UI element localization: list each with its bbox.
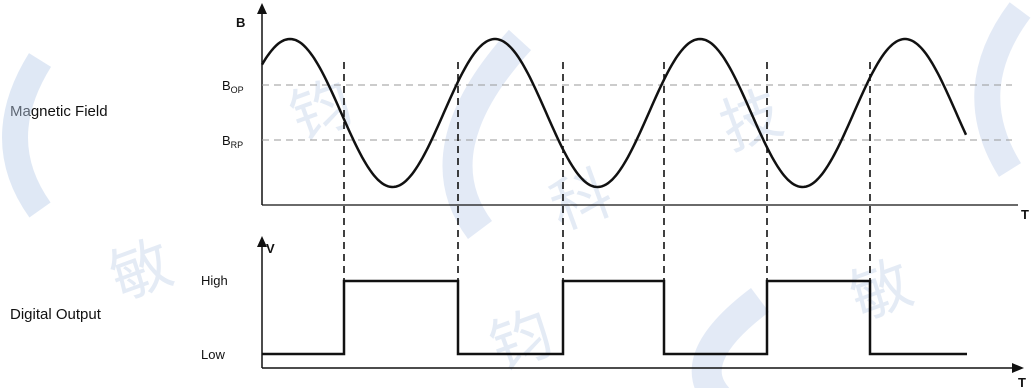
brp-label: BRP — [222, 133, 243, 150]
watermark-logo-arc — [974, 2, 1031, 177]
watermark-glyph: 技 — [711, 78, 791, 164]
transition-guides — [343, 62, 871, 282]
watermark-glyph: 敏 — [841, 248, 921, 334]
top-y-axis-label: B — [236, 15, 245, 30]
digital-output-waveform — [262, 279, 967, 356]
bottom-x-axis-arrow — [1012, 363, 1024, 373]
bop-label-main: B — [222, 78, 231, 93]
bottom-x-axis-label: T — [1018, 375, 1026, 388]
watermark-glyph: 科 — [541, 158, 621, 244]
watermark-glyph: 敏 — [101, 228, 181, 314]
bop-label-sub: OP — [231, 85, 244, 95]
brp-label-main: B — [222, 133, 231, 148]
watermark-logo-arc — [2, 53, 52, 218]
bottom-y-axis-label: V — [266, 241, 275, 256]
watermark-glyph: 钧 — [481, 298, 561, 384]
low-level-label: Low — [201, 347, 225, 362]
high-level-label: High — [201, 273, 228, 288]
bottom-y-axis-arrow — [257, 236, 267, 247]
bop-label: BOP — [222, 78, 244, 95]
magnetic-field-label: Magnetic Field — [10, 103, 108, 120]
watermark-logo-arc — [691, 288, 770, 388]
top-y-axis-arrow — [257, 3, 267, 14]
watermark-logo-arc — [442, 29, 532, 239]
watermark-glyph: 钧 — [281, 68, 361, 154]
top-x-axis-label: T — [1021, 207, 1029, 222]
brp-label-sub: RP — [231, 140, 244, 150]
digital-output-label: Digital Output — [10, 306, 101, 323]
magnetic-field-sine-wave — [260, 37, 968, 189]
